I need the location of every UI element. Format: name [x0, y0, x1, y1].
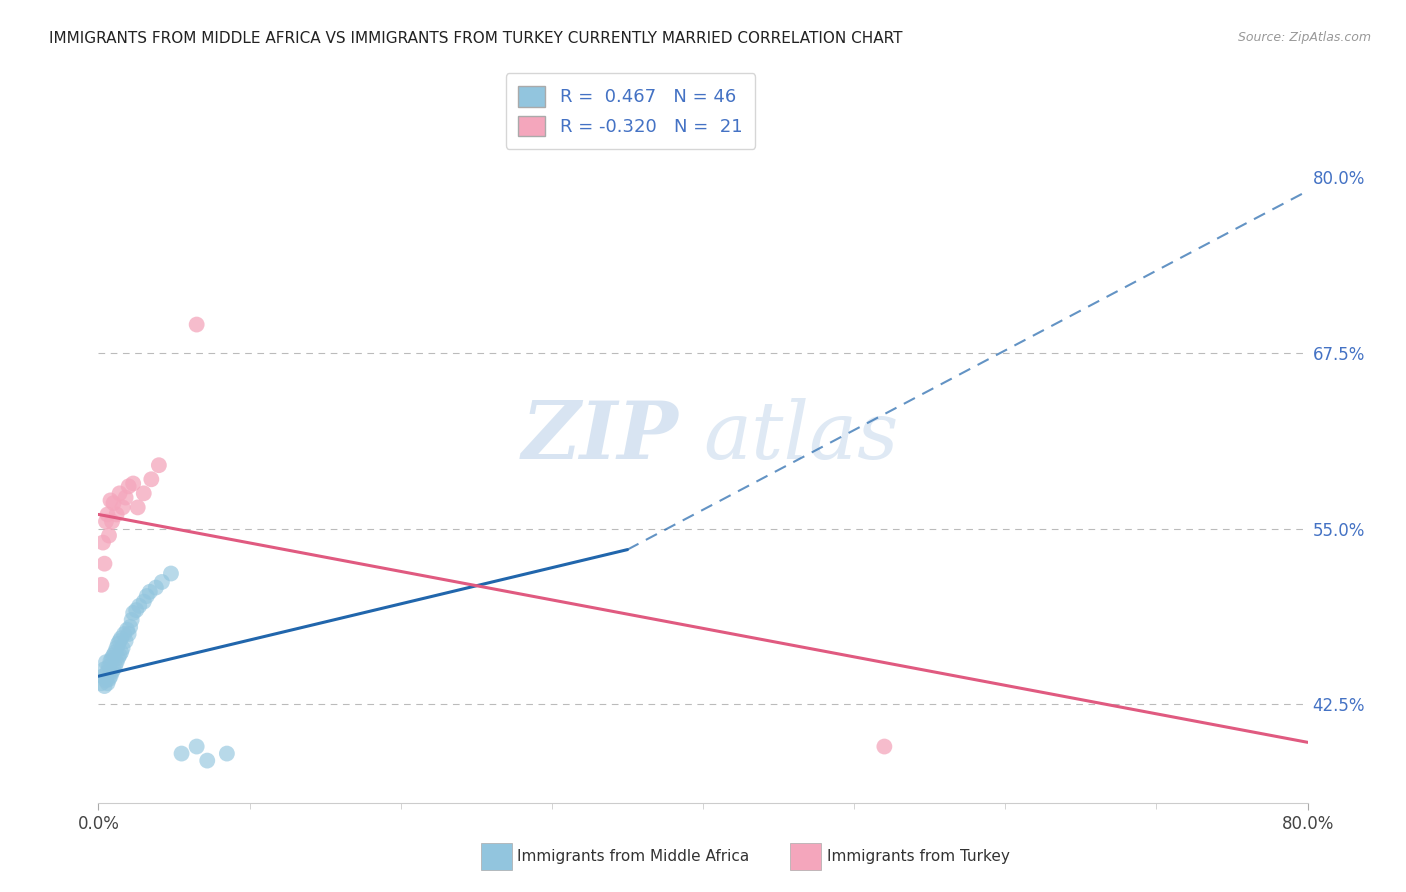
Point	[873, 739, 896, 754]
Point	[108, 648, 131, 662]
Point	[115, 623, 138, 637]
Point	[215, 747, 238, 761]
Point	[150, 574, 173, 589]
Point	[125, 603, 148, 617]
Point	[94, 673, 117, 688]
Point	[93, 557, 115, 571]
Point	[110, 632, 132, 646]
Point	[110, 645, 132, 659]
Point	[103, 648, 125, 662]
Point	[107, 637, 129, 651]
Point	[186, 739, 208, 754]
Point	[114, 491, 136, 505]
Point	[122, 476, 145, 491]
Point	[105, 655, 128, 669]
Point	[186, 318, 208, 332]
Point	[94, 655, 117, 669]
Point	[108, 486, 131, 500]
Point	[98, 528, 121, 542]
Point	[101, 665, 124, 679]
Point	[104, 645, 127, 659]
Point	[141, 472, 163, 486]
Point	[103, 496, 125, 510]
Point	[91, 669, 114, 683]
Text: IMMIGRANTS FROM MIDDLE AFRICA VS IMMIGRANTS FROM TURKEY CURRENTLY MARRIED CORREL: IMMIGRANTS FROM MIDDLE AFRICA VS IMMIGRA…	[49, 31, 903, 46]
Point	[145, 581, 167, 595]
Point	[160, 566, 183, 581]
Point	[122, 606, 145, 620]
Point	[100, 493, 122, 508]
Point	[118, 627, 141, 641]
Legend: R =  0.467   N = 46, R = -0.320   N =  21: R = 0.467 N = 46, R = -0.320 N = 21	[506, 73, 755, 149]
Point	[100, 654, 122, 668]
Text: Source: ZipAtlas.com: Source: ZipAtlas.com	[1237, 31, 1371, 45]
Point	[104, 659, 127, 673]
Text: Immigrants from Turkey: Immigrants from Turkey	[827, 849, 1010, 863]
Point	[90, 676, 112, 690]
Point	[101, 515, 124, 529]
Point	[128, 599, 150, 613]
Point	[90, 578, 112, 592]
Point	[195, 754, 218, 768]
Point	[96, 508, 118, 522]
Point	[103, 662, 125, 676]
Point	[114, 634, 136, 648]
Point	[139, 584, 162, 599]
Point	[132, 595, 155, 609]
Point	[100, 669, 122, 683]
Point	[132, 486, 155, 500]
Point	[98, 659, 121, 673]
Point	[105, 508, 128, 522]
Text: Immigrants from Middle Africa: Immigrants from Middle Africa	[517, 849, 749, 863]
Point	[111, 641, 134, 656]
Point	[96, 676, 118, 690]
Point	[120, 620, 142, 634]
Point	[108, 634, 131, 648]
Point	[105, 641, 128, 656]
Point	[112, 627, 135, 641]
Point	[170, 747, 193, 761]
Point	[91, 535, 114, 549]
Text: atlas: atlas	[703, 399, 898, 475]
Point	[135, 589, 157, 603]
Point	[118, 479, 141, 493]
Point	[101, 651, 124, 665]
Point	[107, 651, 129, 665]
Point	[94, 515, 117, 529]
Point	[127, 500, 149, 515]
Point	[93, 662, 115, 676]
Text: ZIP: ZIP	[522, 399, 679, 475]
Point	[121, 613, 143, 627]
Point	[148, 458, 170, 473]
Point	[98, 672, 121, 686]
Point	[96, 665, 118, 679]
Point	[111, 500, 134, 515]
Point	[93, 679, 115, 693]
